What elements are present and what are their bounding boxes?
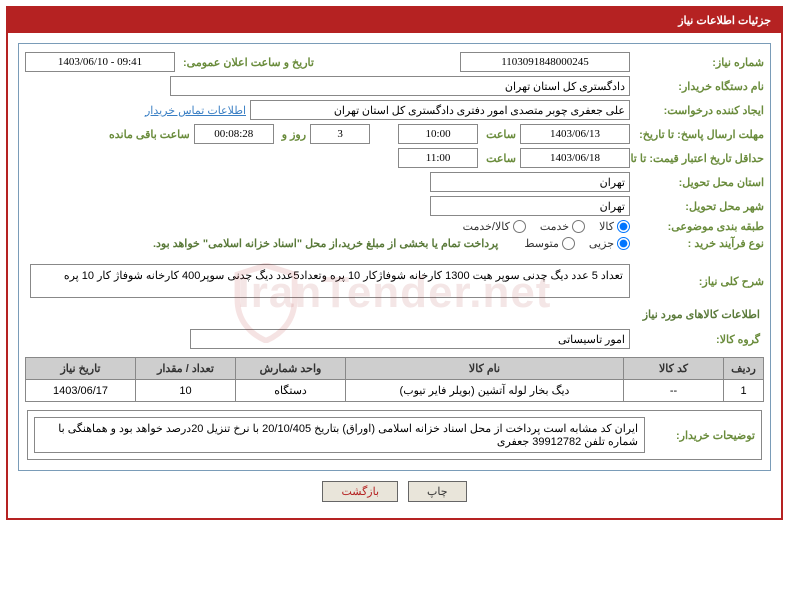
buyer-contact-link[interactable]: اطلاعات تماس خریدار [145,104,246,117]
proc-type-label: نوع فرآیند خرید : [634,237,764,250]
buyer-notes-text: ایران کد مشابه است پرداخت از محل اسناد خ… [34,417,645,453]
time-left-input [194,124,274,144]
buyer-notes-box: توضیحات خریدار: ایران کد مشابه است پرداخ… [27,410,762,460]
goods-table: ردیف کد کالا نام کالا واحد شمارش تعداد /… [25,357,764,402]
print-button[interactable]: چاپ [408,481,467,502]
radio-medium[interactable]: متوسط [524,237,575,250]
hour-label-1: ساعت [482,128,516,141]
radio-goods-input[interactable] [617,220,630,233]
main-panel: جزئیات اطلاعات نیاز IranTender.net شماره… [6,6,783,520]
details-fieldset: شماره نیاز: تاریخ و ساعت اعلان عمومی: نا… [18,43,771,471]
need-no-input[interactable] [460,52,630,72]
table-header-row: ردیف کد کالا نام کالا واحد شمارش تعداد /… [26,358,764,380]
radio-service[interactable]: خدمت [540,220,585,233]
panel-title: جزئیات اطلاعات نیاز [8,8,781,33]
days-left-input [310,124,370,144]
goods-section-header: اطلاعات کالاهای مورد نیاز [29,308,760,321]
radio-goods[interactable]: کالا [599,220,630,233]
need-no-label: شماره نیاز: [634,56,764,69]
validity-time-input[interactable] [398,148,478,168]
th-date: تاریخ نیاز [26,358,136,380]
deadline-time-input[interactable] [398,124,478,144]
button-bar: چاپ بازگشت [18,471,771,508]
deadline-label: مهلت ارسال پاسخ: تا تاریخ: [634,128,764,141]
requester-input[interactable] [250,100,630,120]
buyer-notes-label: توضیحات خریدار: [645,417,755,453]
table-row: 1--دیگ بخار لوله آتشین (بویلر فایر تیوب)… [26,380,764,402]
radio-medium-input[interactable] [562,237,575,250]
delivery-city-input[interactable] [430,196,630,216]
table-cell: 1403/06/17 [26,380,136,402]
category-radio-group: کالا خدمت کالا/خدمت [463,220,630,233]
hour-label-2: ساعت [482,152,516,165]
table-cell: دیگ بخار لوله آتشین (بویلر فایر تیوب) [346,380,624,402]
table-cell: دستگاه [236,380,346,402]
proc-radio-group: جزیی متوسط [524,237,630,250]
table-cell: 1 [724,380,764,402]
buyer-org-label: نام دستگاه خریدار: [634,80,764,93]
th-qty: تعداد / مقدار [136,358,236,380]
delivery-prov-label: استان محل تحویل: [634,176,764,189]
radio-goods-service-input[interactable] [513,220,526,233]
buyer-org-input[interactable] [170,76,630,96]
th-code: کد کالا [624,358,724,380]
category-label: طبقه بندی موضوعی: [634,220,764,233]
deadline-date-input[interactable] [520,124,630,144]
announce-dt-input[interactable] [25,52,175,72]
table-cell: -- [624,380,724,402]
th-name: نام کالا [346,358,624,380]
th-unit: واحد شمارش [236,358,346,380]
radio-partial[interactable]: جزیی [589,237,630,250]
remaining-label: ساعت باقی مانده [105,128,190,141]
table-cell: 10 [136,380,236,402]
validity-date-input[interactable] [520,148,630,168]
validity-label: حداقل تاریخ اعتبار قیمت: تا تاریخ: [634,152,764,165]
goods-group-input[interactable] [190,329,630,349]
days-and-label: روز و [278,128,306,141]
delivery-city-label: شهر محل تحویل: [634,200,764,213]
radio-partial-input[interactable] [617,237,630,250]
th-row: ردیف [724,358,764,380]
radio-service-input[interactable] [572,220,585,233]
announce-dt-label: تاریخ و ساعت اعلان عمومی: [179,56,314,69]
proc-note: پرداخت تمام یا بخشی از مبلغ خرید،از محل … [153,237,498,250]
delivery-prov-input[interactable] [430,172,630,192]
panel-content: IranTender.net شماره نیاز: تاریخ و ساعت … [8,33,781,518]
radio-goods-service[interactable]: کالا/خدمت [463,220,526,233]
goods-group-label: گروه کالا: [630,333,760,346]
summary-text: تعداد 5 عدد دیگ چدنی سوپر هیت 1300 کارخا… [30,264,630,298]
back-button[interactable]: بازگشت [322,481,398,502]
requester-label: ایجاد کننده درخواست: [634,104,764,117]
summary-label: شرح کلی نیاز: [634,275,764,288]
